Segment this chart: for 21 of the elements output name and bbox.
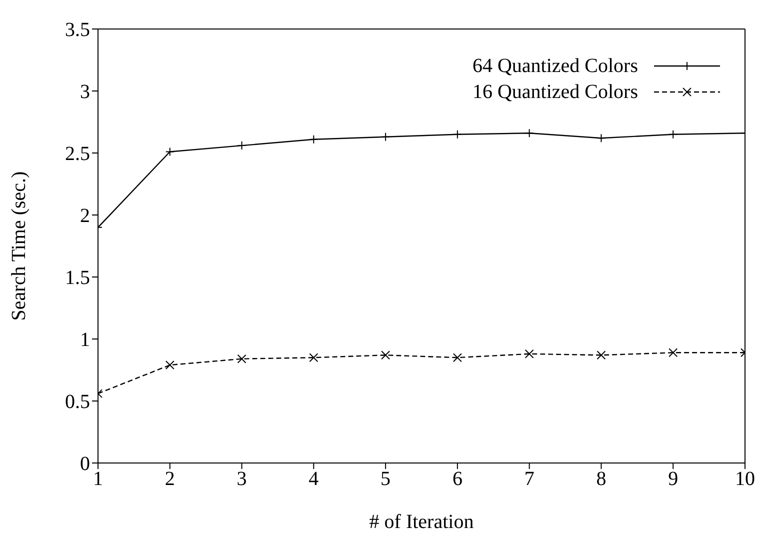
x-tick-label: 6 bbox=[452, 468, 462, 490]
x-tick-label: 7 bbox=[524, 468, 534, 490]
y-tick-label: 3 bbox=[80, 81, 90, 104]
x-tick-label: 10 bbox=[735, 468, 755, 490]
x-tick-label: 8 bbox=[596, 468, 606, 490]
y-tick-label: 3.5 bbox=[65, 19, 90, 42]
x-tick-label: 4 bbox=[308, 468, 319, 490]
x-axis-title: # of Iteration bbox=[369, 511, 474, 533]
x-tick-label: 5 bbox=[380, 468, 391, 490]
y-tick-label: 0 bbox=[80, 453, 90, 476]
y-tick-label: 2.5 bbox=[65, 143, 90, 166]
y-tick-label: 1.5 bbox=[65, 267, 90, 290]
legend-label: 64 Quantized Colors bbox=[472, 54, 638, 78]
x-tick-label: 2 bbox=[164, 468, 175, 490]
y-tick-label: 2 bbox=[80, 205, 90, 228]
y-tick-label: 1 bbox=[80, 329, 90, 352]
x-tick-label: 3 bbox=[236, 468, 247, 490]
y-axis-title: Search Time (sec.) bbox=[8, 171, 30, 321]
x-tick-label: 9 bbox=[668, 468, 678, 490]
legend-label: 16 Quantized Colors bbox=[472, 80, 638, 104]
y-tick-label: 0.5 bbox=[65, 391, 90, 414]
